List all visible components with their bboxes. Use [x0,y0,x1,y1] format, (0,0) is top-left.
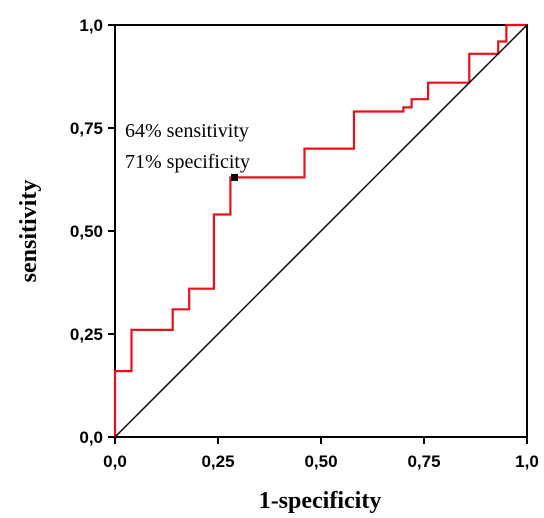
annotation-layer: 64% sensitivity 71% specificity [125,120,250,173]
x-tick-label: 0,25 [201,452,234,471]
roc-curve-line [113,23,527,437]
x-tick-label: 0,50 [304,452,337,471]
reference-diagonal-line [114,24,528,438]
y-axis-title: sensitivity [16,180,42,283]
annotation-specificity: 71% specificity [125,151,250,173]
x-tick-label: 0,75 [407,452,440,471]
y-tick-label: 0,25 [70,325,103,344]
cutoff-point-marker [230,173,238,181]
y-tick-label: 0,75 [70,119,103,138]
x-tick-label: 0,0 [103,452,127,471]
annotation-sensitivity: 64% sensitivity [125,120,249,142]
x-axis-title: 1-specificity [259,488,382,514]
y-tick-label: 1,0 [79,16,103,35]
ticks-layer: 0,0 0,25 0,50 0,75 1,0 0,0 0,25 0,50 0,75 1,0 [70,16,539,471]
y-tick-label: 0,50 [70,222,103,241]
x-tick-label: 1,0 [515,452,539,471]
series-layer [113,23,528,438]
y-tick-label: 0,0 [79,428,103,447]
